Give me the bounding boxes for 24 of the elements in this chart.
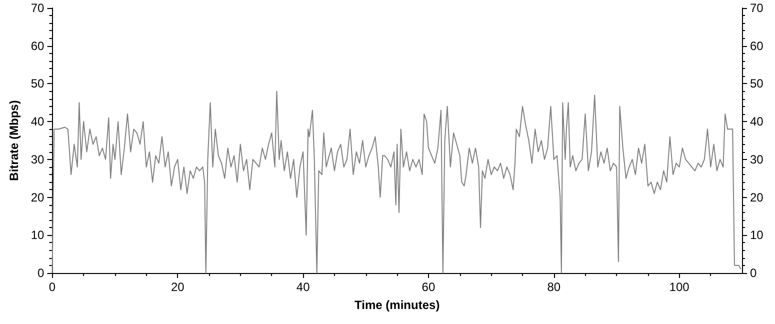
y-tick-label: 30 — [30, 152, 45, 166]
y-tick-label: 10 — [30, 228, 45, 242]
x-tick-label: 80 — [547, 280, 561, 294]
y-tick-label: 0 — [38, 266, 45, 280]
y2-tick-label: 30 — [750, 152, 764, 166]
y2-tick-label: 0 — [750, 266, 757, 280]
x-tick-label: 0 — [48, 280, 56, 294]
x-axis-title: Time (minutes) — [354, 298, 440, 312]
y-tick-label: 70 — [30, 1, 45, 15]
y-tick-label: 50 — [30, 76, 45, 91]
y2-tick-label: 50 — [750, 76, 764, 91]
y-tick-label: 40 — [30, 114, 45, 129]
x-tick-label: 60 — [422, 280, 436, 294]
y2-tick-label: 70 — [750, 1, 764, 15]
y-axis-title: Bitrate (Mbps) — [7, 100, 21, 181]
y-tick-label: 20 — [30, 190, 45, 204]
y-tick-label: 60 — [30, 38, 45, 53]
y2-tick-label: 10 — [750, 228, 764, 242]
y2-tick-label: 60 — [750, 38, 764, 53]
x-tick-label: 100 — [669, 280, 690, 294]
y2-tick-label: 40 — [750, 114, 764, 129]
x-tick-label: 40 — [296, 280, 310, 294]
y2-tick-label: 20 — [750, 190, 764, 204]
x-tick-label: 20 — [170, 280, 185, 294]
